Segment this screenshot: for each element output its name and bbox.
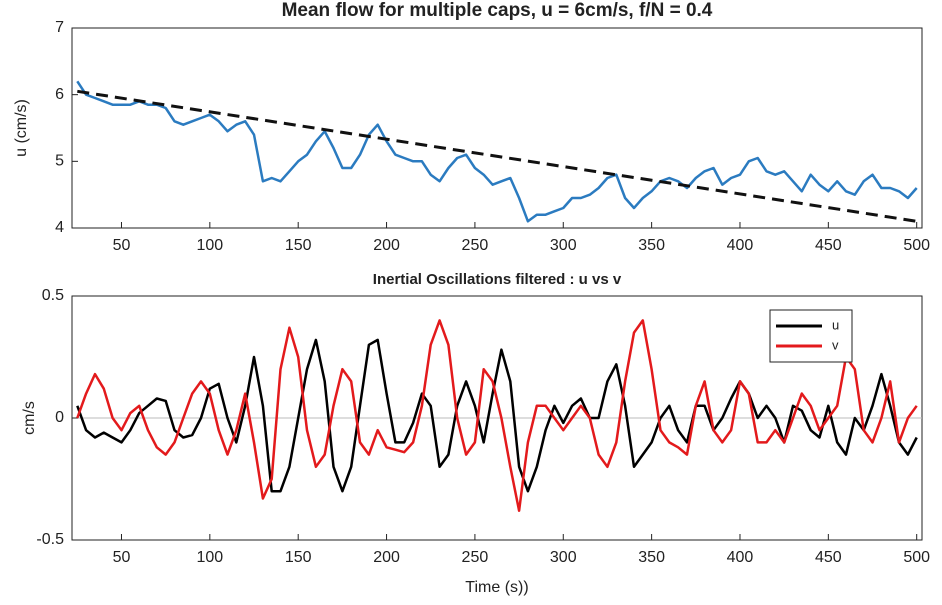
y-tick-label: 0.5: [42, 287, 64, 304]
legend-label: v: [832, 337, 839, 352]
y-tick-label: 0: [55, 409, 64, 426]
x-tick-label: 250: [462, 237, 489, 254]
chart-title: Mean flow for multiple caps, u = 6cm/s, …: [282, 0, 713, 21]
y-tick-label: -0.5: [36, 531, 64, 548]
x-tick-label: 500: [903, 549, 930, 566]
y-tick-label: 5: [55, 153, 64, 170]
y-tick-label: 4: [55, 219, 64, 236]
chart-title: Inertial Oscillations filtered : u vs v: [373, 271, 622, 288]
y-axis-label: u (cm/s): [13, 99, 30, 157]
x-tick-label: 300: [550, 549, 577, 566]
x-tick-label: 200: [373, 237, 400, 254]
y-tick-label: 6: [55, 86, 64, 103]
x-tick-label: 300: [550, 237, 577, 254]
x-tick-label: 400: [727, 237, 754, 254]
x-tick-label: 100: [196, 237, 223, 254]
x-tick-label: 450: [815, 237, 842, 254]
x-tick-label: 400: [727, 549, 754, 566]
x-tick-label: 150: [285, 237, 312, 254]
x-tick-label: 350: [638, 549, 665, 566]
x-tick-label: 200: [373, 549, 400, 566]
x-tick-label: 250: [462, 549, 489, 566]
x-axis-label: Time (s)): [465, 579, 528, 596]
series-line: [76, 338, 918, 493]
y-tick-label: 7: [55, 19, 64, 36]
x-tick-label: 50: [113, 237, 131, 254]
legend-label: u: [832, 317, 839, 332]
y-axis-label: cm/s: [21, 401, 38, 435]
x-tick-label: 500: [903, 237, 930, 254]
plot-area: [71, 27, 923, 229]
x-tick-label: 150: [285, 549, 312, 566]
x-tick-label: 350: [638, 237, 665, 254]
x-tick-label: 450: [815, 549, 842, 566]
series-line: [77, 89, 917, 223]
legend: [769, 309, 853, 363]
series-line: [76, 80, 918, 223]
x-tick-label: 100: [196, 549, 223, 566]
x-tick-label: 50: [113, 549, 131, 566]
series-line: [76, 319, 918, 512]
